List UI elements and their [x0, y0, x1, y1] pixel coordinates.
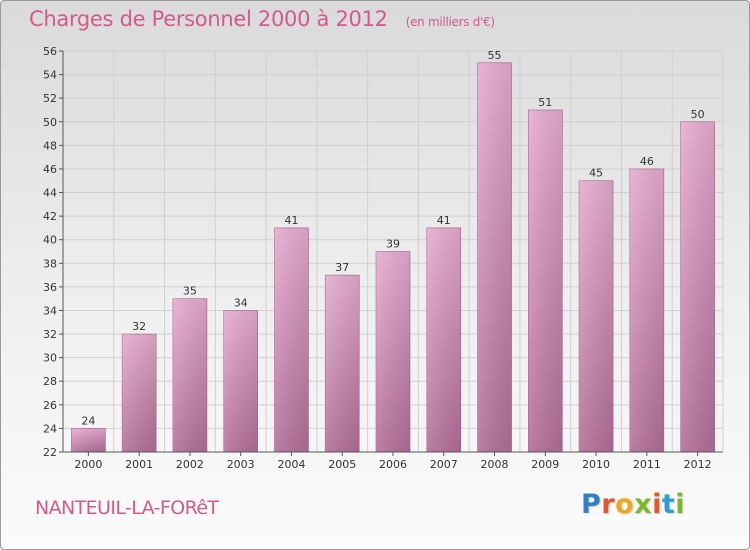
bar-shade: [680, 121, 715, 452]
bar-shade: [579, 180, 614, 452]
y-tick-label: 38: [43, 257, 57, 270]
x-tick-label: 2003: [227, 458, 255, 471]
proxiti-logo: Proxiti: [581, 489, 685, 520]
x-tick-label: 2004: [277, 458, 305, 471]
data-label: 24: [81, 414, 95, 427]
bar-shade: [71, 428, 106, 452]
data-labels: 24 32 35 34 41 37 39 41 55 51 45 46 50: [81, 49, 704, 428]
data-label: 37: [335, 261, 349, 274]
logo-letter: x: [634, 489, 653, 520]
y-tick-label: 50: [43, 116, 57, 129]
data-label: 51: [538, 96, 552, 109]
bars: [71, 62, 715, 453]
data-label: 55: [488, 49, 502, 62]
bar-shade: [274, 227, 309, 452]
logo-letter: o: [615, 489, 635, 520]
x-tick-label: 2007: [430, 458, 458, 471]
y-tick-label: 40: [43, 234, 57, 247]
x-tick-label: 2000: [74, 458, 102, 471]
x-tick-label: 2008: [481, 458, 509, 471]
logo-letter: P: [581, 489, 602, 520]
x-tick-label: 2010: [582, 458, 610, 471]
bar-shade: [122, 334, 157, 452]
logo-letter: i: [675, 489, 686, 520]
bar-shade: [325, 275, 360, 452]
y-tick-label: 36: [43, 281, 57, 294]
y-tick-label: 22: [43, 446, 57, 459]
y-tick-label: 28: [43, 375, 57, 388]
y-tick-label: 32: [43, 328, 57, 341]
y-tick-label: 46: [43, 163, 57, 176]
y-tick-label: 54: [43, 69, 57, 82]
data-label: 39: [386, 238, 400, 251]
data-label: 46: [640, 155, 654, 168]
data-label: 35: [183, 285, 197, 298]
x-tick-label: 2005: [328, 458, 356, 471]
axes: 22 24 26 28 30 32 34 36 38 40 42 44 46 48 50 52 54 56 2000…: [43, 45, 723, 471]
data-label: 50: [691, 108, 705, 121]
y-tick-label: 30: [43, 352, 57, 365]
y-tick-label: 26: [43, 399, 57, 412]
data-label: 34: [234, 296, 248, 309]
y-tick-label: 34: [43, 304, 57, 317]
data-label: 32: [132, 320, 146, 333]
chart-title-text: Charges de Personnel 2000 à 2012: [29, 7, 388, 31]
logo-letter: t: [661, 489, 676, 520]
y-tick-label: 24: [43, 422, 57, 435]
bar-shade: [528, 109, 563, 453]
x-tick-label: 2012: [684, 458, 712, 471]
y-tick-label: 42: [43, 210, 57, 223]
x-tick-label: 2011: [633, 458, 661, 471]
bar-shade: [223, 310, 258, 452]
chart-title: Charges de Personnel 2000 à 2012 (en mill…: [29, 7, 495, 31]
bar-shade: [426, 227, 461, 452]
logo-letter: i: [652, 489, 662, 520]
y-tick-label: 56: [43, 45, 57, 58]
data-label: 41: [284, 214, 298, 227]
city-name: NANTEUIL-LA-FORêT: [35, 497, 219, 519]
x-tick-label: 2006: [379, 458, 407, 471]
x-tick-label: 2002: [176, 458, 204, 471]
bar-shade: [172, 298, 207, 452]
y-tick-label: 48: [43, 139, 57, 152]
y-tick-label: 44: [43, 187, 57, 200]
bar-shade: [629, 168, 664, 453]
bar-shade: [376, 251, 410, 452]
data-label: 41: [437, 214, 451, 227]
y-tick-label: 52: [43, 92, 57, 105]
logo-letter: r: [601, 489, 616, 520]
x-tick-label: 2001: [125, 458, 153, 471]
chart-subtitle: (en milliers d'€): [405, 15, 495, 29]
x-tick-label: 2009: [531, 458, 559, 471]
data-label: 45: [589, 167, 603, 180]
bar-shade: [477, 62, 512, 452]
